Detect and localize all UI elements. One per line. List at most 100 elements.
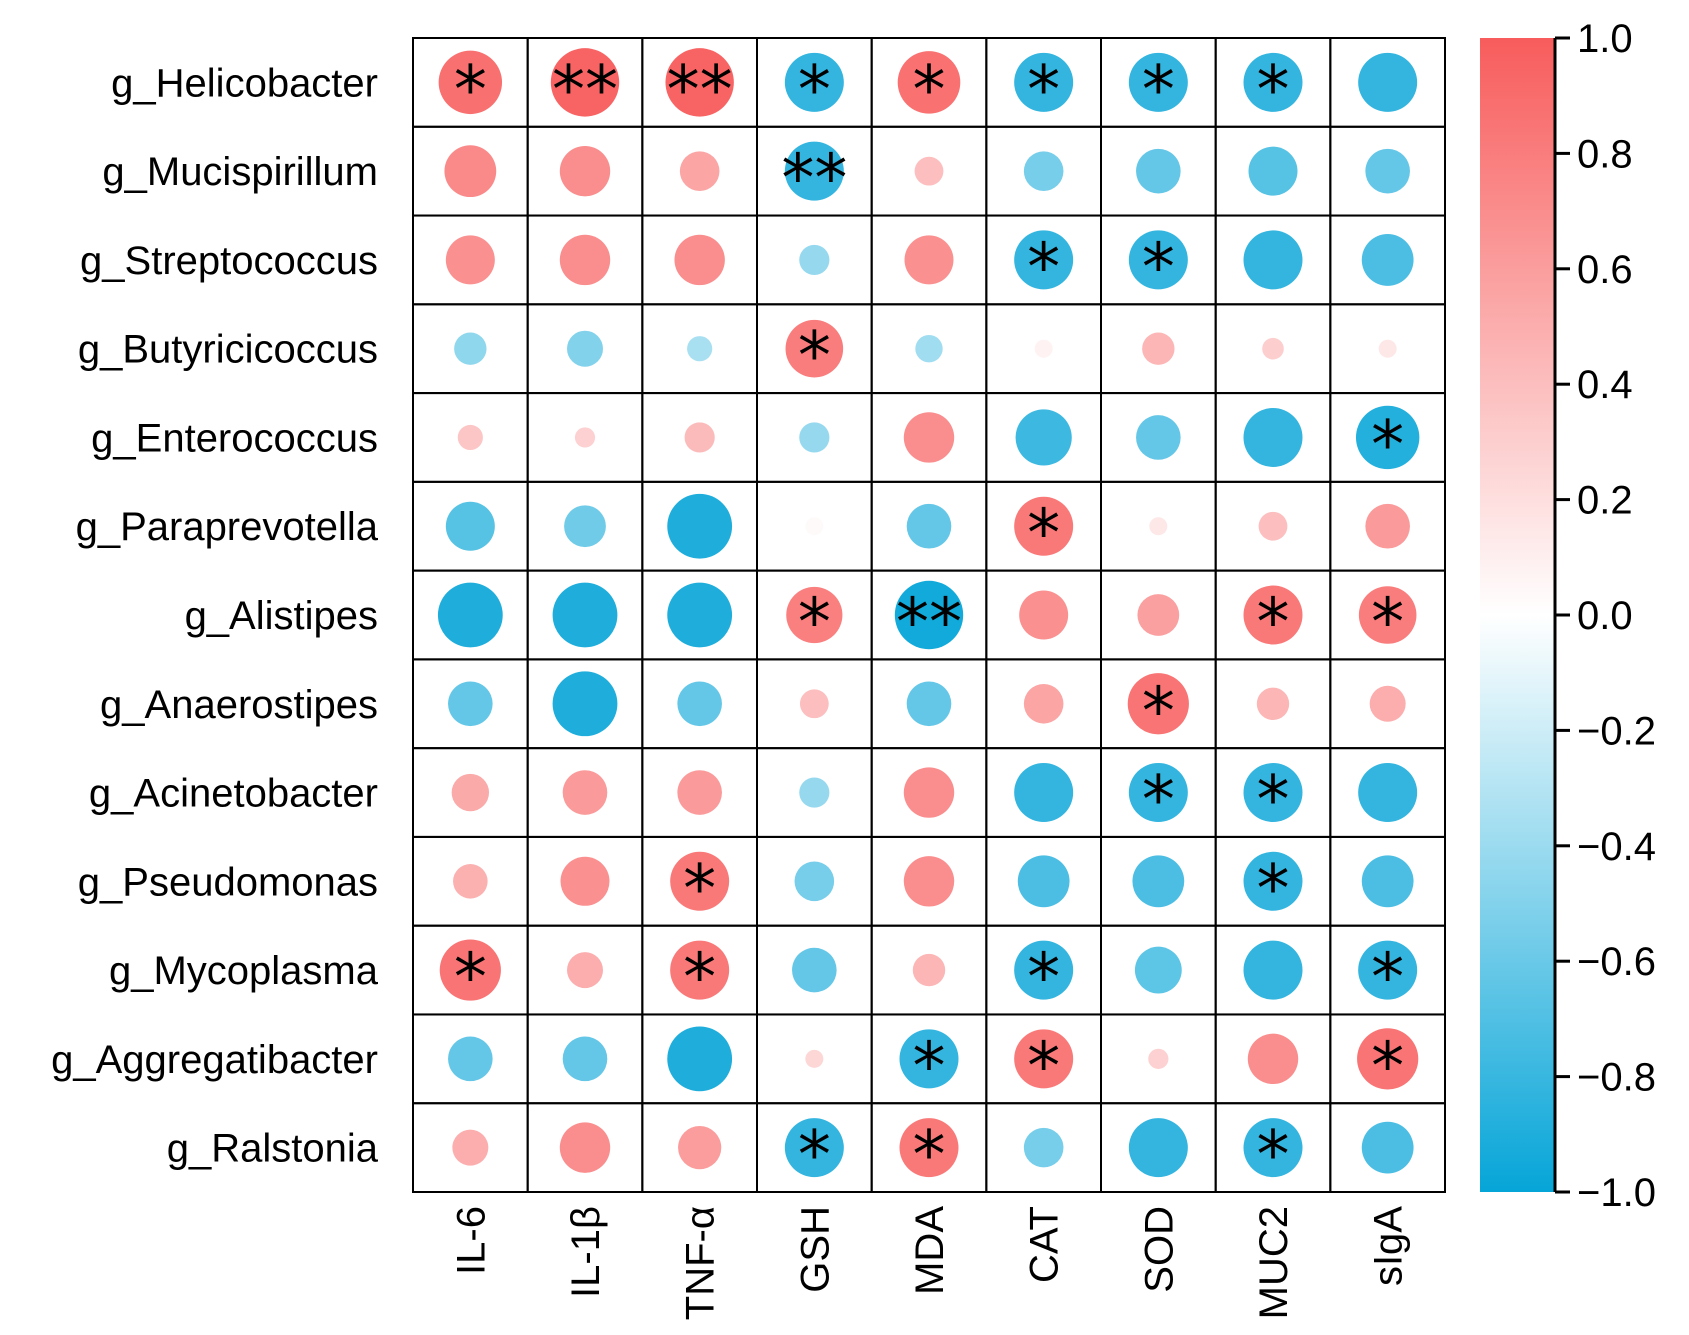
correlation-circle xyxy=(448,1036,493,1082)
correlation-circle xyxy=(1361,1121,1414,1174)
correlation-circle xyxy=(1019,590,1069,640)
correlation-circle xyxy=(904,235,954,285)
correlation-circle xyxy=(899,1029,959,1089)
significance-mark: * xyxy=(1027,229,1060,306)
correlation-circle xyxy=(674,234,725,286)
correlation-circle xyxy=(667,1026,733,1092)
row-labels: g_Helicobacter g_Mucispirillum g_Streptoco… xyxy=(51,61,379,1170)
correlation-circle xyxy=(1128,230,1188,290)
correlation-circle xyxy=(1243,940,1303,1000)
significance-mark: * xyxy=(913,51,946,128)
row-label: g_Enterococcus xyxy=(91,416,378,460)
significance-mark: * xyxy=(1257,584,1290,661)
row-label: g_Aggregatibacter xyxy=(51,1038,378,1082)
significance-mark: * xyxy=(1027,939,1060,1016)
column-label: sIgA xyxy=(1367,1206,1411,1286)
colorbar-tick-label: −1.0 xyxy=(1577,1171,1656,1215)
correlation-circle xyxy=(550,48,620,117)
significance-mark: * xyxy=(798,1117,831,1194)
significance-mark: * xyxy=(1027,495,1060,572)
correlation-circle xyxy=(1361,855,1414,908)
correlation-circle xyxy=(1023,151,1064,191)
column-label: MUC2 xyxy=(1252,1206,1296,1319)
correlation-circle xyxy=(1365,503,1410,549)
correlation-circle xyxy=(784,52,844,112)
correlation-circle xyxy=(438,50,503,115)
correlation-circle xyxy=(678,1126,722,1170)
correlation-circle xyxy=(445,235,495,285)
row-label: g_Butyricicoccus xyxy=(78,328,378,372)
row-label: g_Paraprevotella xyxy=(76,505,379,549)
correlation-circle xyxy=(1137,594,1180,636)
colorbar-tick-label: −0.8 xyxy=(1577,1056,1656,1100)
correlation-circle xyxy=(1017,855,1070,908)
correlation-circle xyxy=(1148,1048,1169,1069)
column-label: GSH xyxy=(793,1206,837,1293)
correlation-circle xyxy=(687,336,713,362)
colorbar-tick-label: −0.4 xyxy=(1577,825,1656,869)
significance-mark: * xyxy=(1371,406,1404,483)
correlation-circle xyxy=(903,767,955,818)
significance-mark: ** xyxy=(781,140,847,217)
row-label: g_Ralstonia xyxy=(167,1127,379,1171)
colorbar-tick-label: 0.8 xyxy=(1577,132,1633,176)
significance-mark: * xyxy=(1257,1117,1290,1194)
colorbar-tick-label: 0.2 xyxy=(1577,479,1633,523)
correlation-circle xyxy=(1014,763,1074,823)
correlation-circle xyxy=(1361,234,1414,286)
column-label: MDA xyxy=(908,1206,952,1295)
correlation-circle xyxy=(452,1129,489,1166)
significance-mark: * xyxy=(1371,1028,1404,1105)
correlation-circle xyxy=(897,51,961,114)
correlation-circle xyxy=(1023,683,1064,724)
correlation-circle xyxy=(799,689,829,719)
significance-mark: ** xyxy=(552,51,618,128)
correlation-circle xyxy=(1014,230,1074,290)
correlation-circle xyxy=(1357,1028,1419,1090)
correlation-circle xyxy=(914,156,944,186)
correlation-circle xyxy=(1378,339,1397,358)
column-label: TNF-α xyxy=(679,1206,723,1320)
correlation-circle xyxy=(439,939,501,1001)
significance-mark: * xyxy=(798,318,831,395)
significance-mark: * xyxy=(1142,229,1175,306)
row-label: g_Helicobacter xyxy=(111,61,378,105)
correlation-circle xyxy=(454,332,487,365)
correlation-circle xyxy=(684,422,715,453)
correlation-circle xyxy=(1355,405,1420,470)
correlation-circle xyxy=(1358,763,1418,823)
correlation-circle xyxy=(559,145,611,197)
correlation-circle xyxy=(1369,685,1406,722)
correlation-circle xyxy=(670,851,730,911)
correlation-circle xyxy=(448,681,493,727)
correlation-circle xyxy=(1358,52,1418,112)
correlation-circle xyxy=(451,773,490,812)
correlation-circle xyxy=(799,422,830,453)
significance-mark: * xyxy=(1257,762,1290,839)
correlation-circle xyxy=(559,1122,611,1173)
correlation-circle xyxy=(1014,940,1074,1000)
correlation-circle xyxy=(437,582,503,648)
significance-mark: * xyxy=(1142,762,1175,839)
correlation-circle xyxy=(805,1049,824,1068)
significance-mark: * xyxy=(683,850,716,927)
correlation-circle xyxy=(805,517,824,536)
correlation-circle xyxy=(670,940,730,1000)
correlation-circle xyxy=(794,861,835,902)
correlation-circle xyxy=(562,770,608,815)
significance-mark: * xyxy=(454,51,487,128)
correlation-circle xyxy=(574,427,596,448)
correlation-circle xyxy=(1132,855,1185,908)
correlation-circle xyxy=(1128,1118,1188,1178)
correlation-circle xyxy=(1014,1029,1074,1089)
correlation-circle xyxy=(564,505,606,548)
column-label: SOD xyxy=(1137,1206,1181,1293)
correlation-circle xyxy=(1128,52,1188,112)
correlation-circle xyxy=(567,330,603,367)
column-label: IL-1β xyxy=(564,1206,608,1298)
significance-mark: * xyxy=(454,939,487,1016)
correlation-circle xyxy=(1262,337,1284,360)
row-label: g_Mycoplasma xyxy=(109,949,379,993)
significance-mark: * xyxy=(798,584,831,661)
correlation-circle xyxy=(559,234,611,286)
